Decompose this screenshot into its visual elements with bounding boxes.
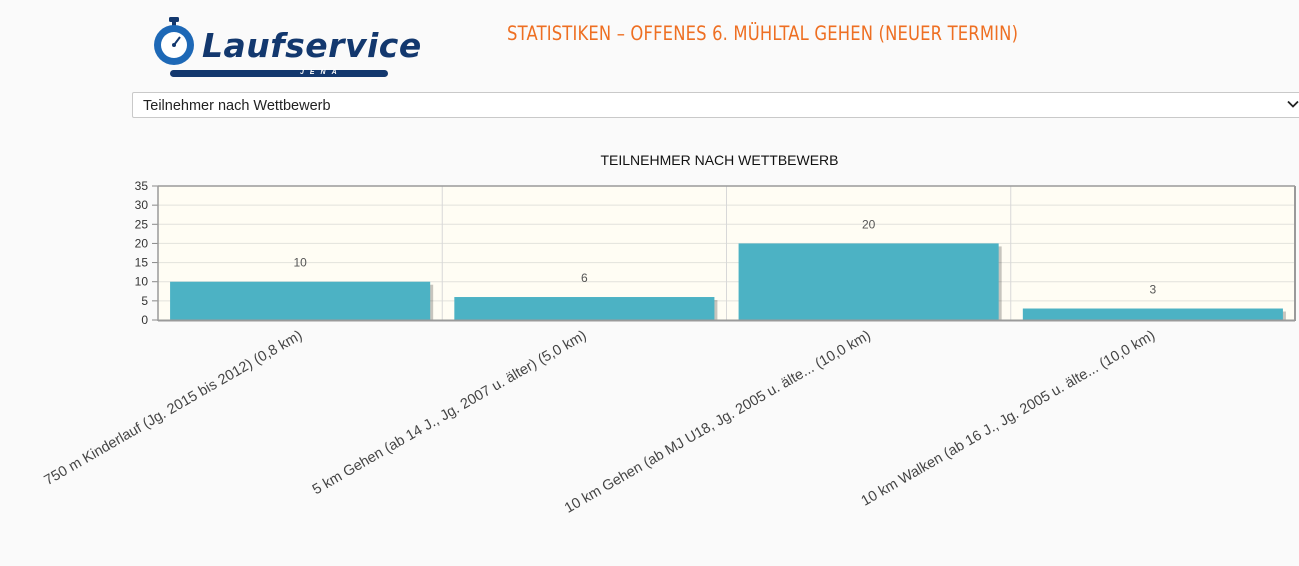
y-tick-label: 5 <box>141 294 148 308</box>
data-label: 3 <box>1150 283 1157 297</box>
x-tick-label: 5 km Gehen (ab 14 J., Jg. 2007 u. älter)… <box>310 328 590 499</box>
y-tick-label: 10 <box>135 275 149 289</box>
y-tick-label: 0 <box>141 313 148 327</box>
chart-title: TEILNEHMER NACH WETTBEWERB <box>600 152 838 168</box>
page-title: STATISTIKEN – OFFENES 6. MÜHLTAL GEHEN (… <box>507 22 1019 45</box>
y-tick-label: 20 <box>135 236 149 250</box>
data-label: 6 <box>581 271 588 285</box>
participants-bar-chart: TEILNEHMER NACH WETTBEWERB05101520253035… <box>42 152 1296 517</box>
logo-text: Laufservice <box>202 26 422 65</box>
x-tick-label: 10 km Gehen (ab MJ U18, Jg. 2005 u. älte… <box>562 328 874 517</box>
x-tick-label: 750 m Kinderlauf (Jg. 2015 bis 2012) (0,… <box>42 328 305 489</box>
y-tick-label: 25 <box>135 217 149 231</box>
data-label: 10 <box>293 256 307 270</box>
data-label: 20 <box>862 217 876 231</box>
y-tick-label: 30 <box>135 198 149 212</box>
stopwatch-icon <box>154 17 194 65</box>
laufservice-logo[interactable]: Laufservice JENA <box>150 16 421 82</box>
x-tick-label: 10 km Walken (ab 16 J., Jg. 2005 u. älte… <box>859 328 1158 510</box>
y-tick-label: 35 <box>135 179 149 193</box>
logo-subtext: JENA <box>300 69 343 76</box>
statistic-select-value: Teilnehmer nach Wettbewerb <box>143 98 331 114</box>
bar <box>454 297 715 320</box>
bar <box>738 243 999 320</box>
bar <box>1022 308 1283 320</box>
logo-underline <box>170 70 388 77</box>
bar <box>170 281 431 320</box>
chevron-down-icon <box>1287 100 1299 108</box>
y-tick-label: 15 <box>135 256 149 270</box>
statistic-select[interactable]: Teilnehmer nach Wettbewerb <box>132 92 1299 118</box>
